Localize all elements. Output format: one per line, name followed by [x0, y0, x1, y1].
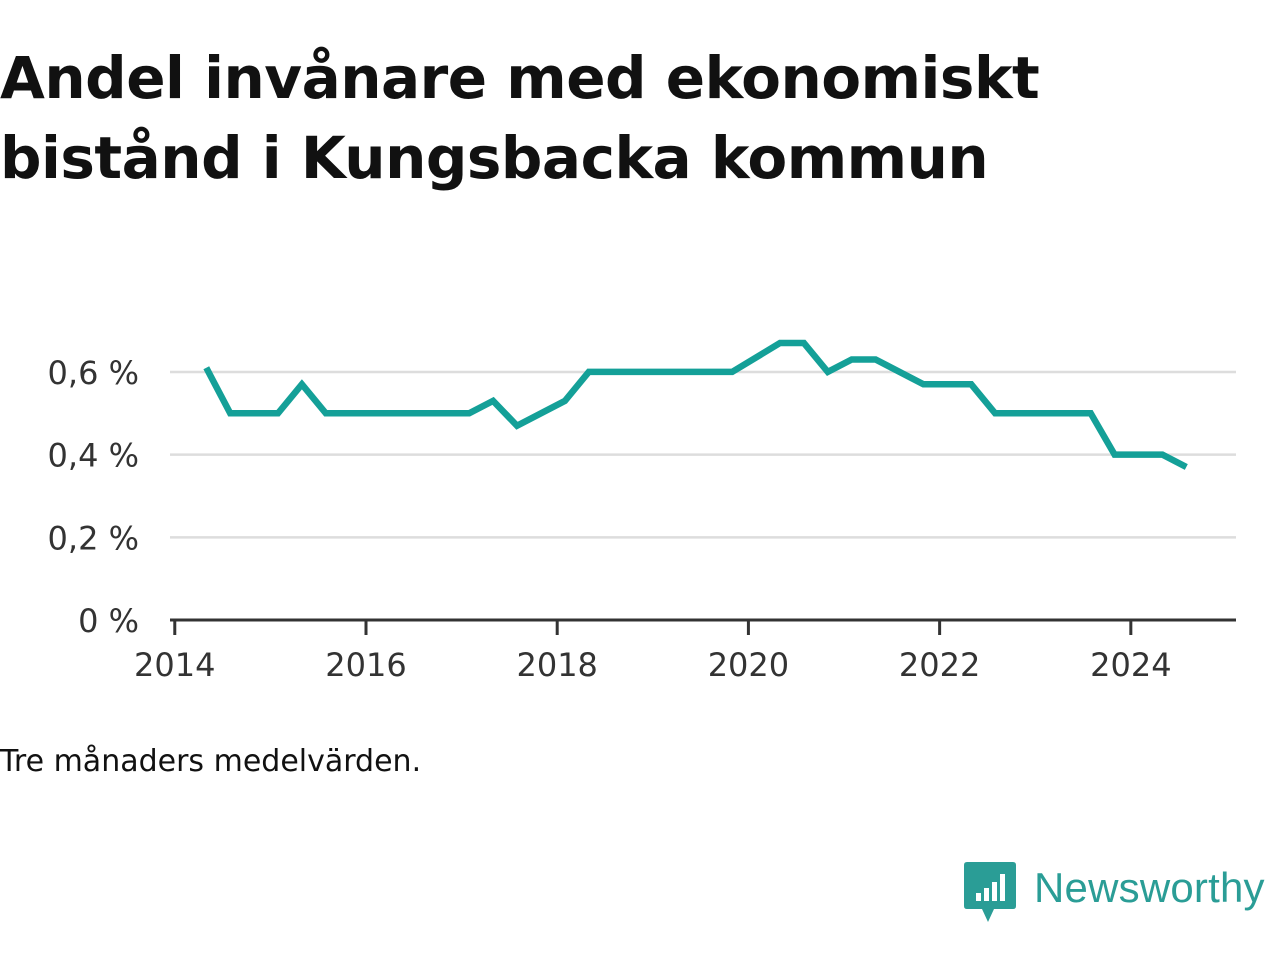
- y-tick-label: 0,4 %: [48, 437, 139, 475]
- x-tick-label: 2014: [134, 646, 215, 684]
- chart-note: Tre månaders medelvärden.: [0, 744, 422, 779]
- x-tick-label: 2016: [325, 646, 406, 684]
- y-tick-label: 0,6 %: [48, 354, 139, 392]
- brand: Newsworthy: [964, 862, 1265, 926]
- grid-lines: [170, 370, 1236, 539]
- chart-title: Andel invånare med ekonomiskt bistånd i …: [0, 44, 1040, 192]
- y-tick-label: 0,2 %: [48, 519, 139, 557]
- newsworthy-logo-icon: [964, 862, 1016, 922]
- series-layer: [203, 339, 1188, 470]
- y-tick-label: 0 %: [78, 602, 139, 640]
- x-axis-labels: 2014 2016 2018 2020 2022 2024: [134, 646, 1171, 684]
- line-chart: 0 %0,2 %0,4 %0,6 % 2014 2016 2018 2020 2022 2…: [48, 339, 1236, 684]
- y-axis-labels: 0 % 0,2 % 0,4 % 0,6 %: [48, 354, 139, 640]
- brand-name: Newsworthy: [1034, 864, 1265, 911]
- x-tick-label: 2022: [899, 646, 980, 684]
- x-tick-label: 2024: [1090, 646, 1171, 684]
- x-tick-label: 2020: [708, 646, 789, 684]
- series-line: [203, 339, 1188, 470]
- x-tick-label: 2018: [516, 646, 597, 684]
- x-axis: [170, 618, 1236, 635]
